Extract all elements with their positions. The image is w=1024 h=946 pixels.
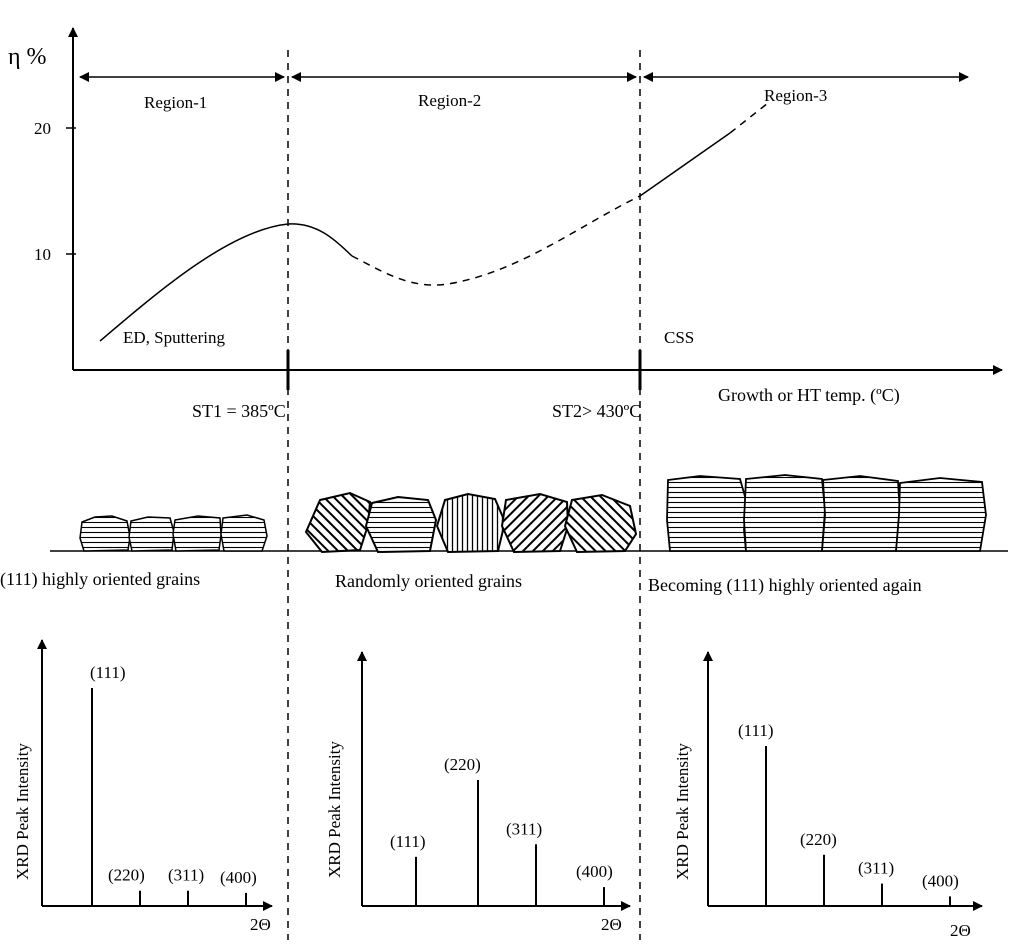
grain-small — [220, 514, 268, 552]
xrd-y-axis-label: XRD Peak Intensity — [325, 741, 344, 878]
st2-label: ST2> 430ºC — [552, 401, 641, 421]
grain-label-region-3: Becoming (111) highly oriented again — [648, 575, 922, 596]
xrd-peak-label: (311) — [168, 866, 204, 885]
xrd-x-axis-label: 2Θ — [601, 915, 622, 934]
region-1-label: Region-1 — [144, 93, 207, 112]
grain-random — [563, 493, 638, 554]
efficiency-chart: η % 20 10 Region-1 Region-2 Region-3 ED,… — [8, 27, 1003, 421]
grain-random — [304, 491, 372, 554]
xrd-peak-label: (220) — [800, 830, 837, 849]
grain-schematic: (111) highly oriented grains Randomly or… — [0, 474, 1008, 596]
xrd-peak-label: (400) — [576, 862, 613, 881]
y-tick-label-20: 20 — [34, 119, 51, 138]
css-method-label: CSS — [664, 328, 694, 347]
xrd-peak-label: (400) — [922, 871, 959, 890]
xrd-peak-label: (220) — [444, 755, 481, 774]
xrd-x-axis-label: 2Θ — [950, 921, 971, 940]
xrd-peak-label: (311) — [506, 819, 542, 838]
xrd-peak-label: (400) — [220, 868, 257, 887]
grain-label-region-1: (111) highly oriented grains — [0, 569, 200, 590]
grain-small — [172, 515, 222, 552]
grain-small — [128, 516, 175, 552]
efficiency-axis-label: η % — [8, 44, 47, 70]
grain-large — [821, 475, 901, 552]
xrd-peak-label: (111) — [390, 832, 426, 851]
xrd-panel-region-2: XRD Peak Intensity 2Θ (111) (220) (311) (40… — [325, 651, 631, 934]
deposition-methods-label: ED, Sputtering — [123, 328, 225, 347]
xrd-y-axis-label: XRD Peak Intensity — [673, 743, 692, 880]
grain-random — [500, 492, 570, 554]
grain-large — [743, 474, 826, 552]
xrd-panel-region-3: XRD Peak Intensity 2Θ (111) (220) (311) (40… — [673, 651, 983, 940]
efficiency-curve-region-2 — [351, 195, 641, 286]
xrd-peak-label: (111) — [738, 721, 774, 740]
region-3-label: Region-3 — [764, 86, 827, 105]
grain-random — [435, 492, 507, 554]
grain-label-region-2: Randomly oriented grains — [335, 571, 522, 591]
xrd-peak-label: (220) — [108, 866, 145, 885]
grain-random — [364, 495, 438, 554]
xrd-peak-label: (311) — [858, 859, 894, 878]
efficiency-curve-region-3 — [639, 132, 731, 197]
y-tick-label-10: 10 — [34, 245, 51, 264]
grain-large — [666, 475, 747, 552]
temperature-axis-label: Growth or HT temp. (ºC) — [718, 385, 900, 406]
region-2-label: Region-2 — [418, 91, 481, 110]
grain-small — [79, 515, 131, 552]
efficiency-curve-region-1 — [99, 223, 353, 342]
xrd-panel-region-1: XRD Peak Intensity 2Θ (111) (220) (311) (40… — [13, 639, 273, 934]
st1-label: ST1 = 385ºC — [192, 401, 286, 421]
efficiency-curve-extrapolation — [729, 102, 769, 134]
xrd-peak-label: (111) — [90, 663, 126, 682]
xrd-x-axis-label: 2Θ — [250, 915, 271, 934]
grain-large — [895, 477, 987, 552]
xrd-y-axis-label: XRD Peak Intensity — [13, 743, 32, 880]
